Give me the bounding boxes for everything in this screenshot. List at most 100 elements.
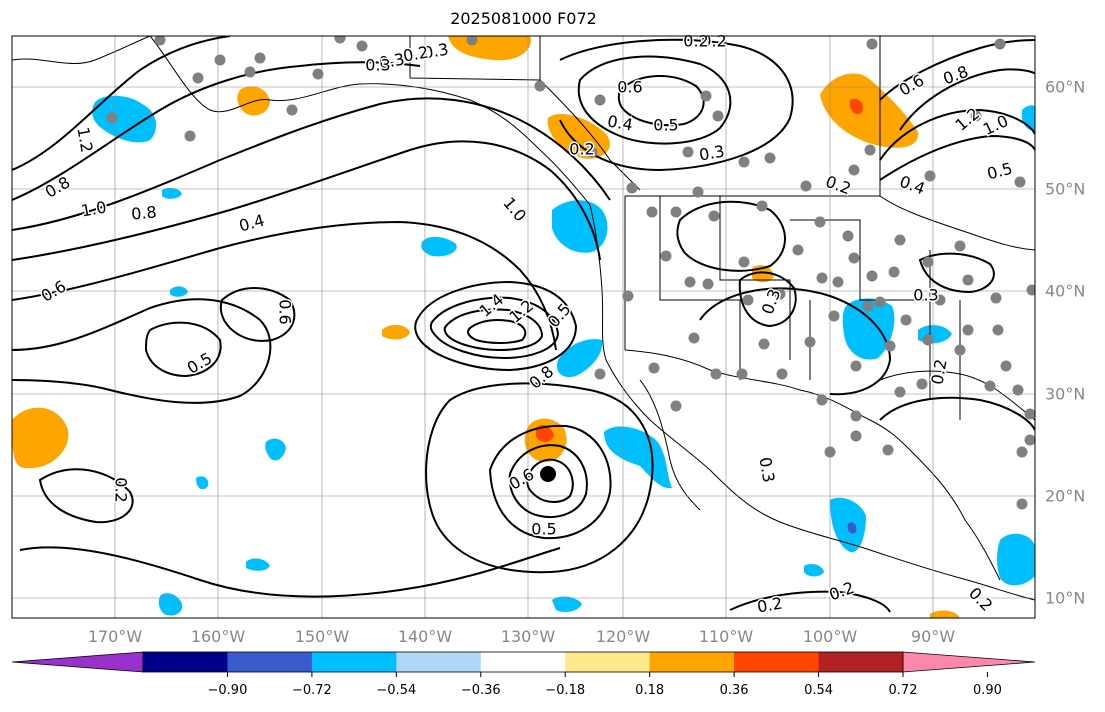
negative-anomaly xyxy=(158,593,183,616)
contour-label: 1.0 xyxy=(80,197,108,220)
station-dot xyxy=(758,338,770,350)
station-dot xyxy=(1000,360,1012,372)
station-dot xyxy=(1012,384,1024,396)
station-dot xyxy=(244,66,256,78)
station-dot xyxy=(738,256,750,268)
station-dot xyxy=(800,180,812,192)
colorbar xyxy=(11,651,1036,677)
station-dot xyxy=(984,380,996,392)
station-dot xyxy=(884,340,896,352)
station-dot xyxy=(994,38,1006,50)
colorbar-tick-label: −0.36 xyxy=(460,683,501,698)
negative-anomaly xyxy=(246,558,270,571)
contour-label: 0.6 xyxy=(617,78,642,97)
colorbar-segment xyxy=(818,652,904,672)
station-dots xyxy=(106,36,1035,510)
station-dot xyxy=(804,336,816,348)
station-dot xyxy=(1024,408,1035,420)
station-dot xyxy=(866,38,878,50)
negative-anomaly xyxy=(552,596,582,612)
colorbar-segment xyxy=(311,652,397,672)
station-dot xyxy=(312,68,324,80)
negative-anomaly xyxy=(421,236,457,257)
storm-center-marker xyxy=(540,466,556,482)
station-dot xyxy=(648,362,660,374)
contour-label: 0.2 xyxy=(112,477,131,502)
colorbar-segment xyxy=(734,652,820,672)
longitude-label: 120°W xyxy=(595,627,651,646)
contour-label: 0.3 xyxy=(365,56,390,75)
latitude-label: 10°N xyxy=(1045,588,1086,608)
station-dot xyxy=(660,250,672,262)
longitude-label: 100°W xyxy=(802,627,858,646)
longitude-label: 170°W xyxy=(87,627,143,646)
map-title: 2025081000 F072 xyxy=(450,9,597,28)
station-dot xyxy=(894,386,906,398)
station-dot xyxy=(828,310,840,322)
station-dot xyxy=(990,292,1002,304)
map-frame xyxy=(11,35,1036,619)
contour-label: 0.2 xyxy=(402,42,430,65)
station-dot xyxy=(738,156,750,168)
station-dot xyxy=(192,72,204,84)
negative-anomaly xyxy=(552,200,608,253)
station-dot xyxy=(670,206,682,218)
station-dot xyxy=(184,130,196,142)
positive-anomaly xyxy=(382,324,410,340)
colorbar-segment xyxy=(480,652,566,672)
coastlines xyxy=(12,36,1035,601)
station-dot xyxy=(154,36,166,46)
station-dot xyxy=(106,112,118,124)
station-dot xyxy=(534,80,546,92)
station-dot xyxy=(670,400,682,412)
station-dot xyxy=(586,146,598,158)
station-dot xyxy=(214,54,226,66)
positive-anomaly xyxy=(12,407,69,469)
station-dot xyxy=(466,36,478,46)
station-dot xyxy=(254,52,266,64)
station-dot xyxy=(708,210,720,222)
station-dot xyxy=(922,256,934,268)
station-dot xyxy=(900,314,912,326)
contour-label: 0.6 xyxy=(276,299,295,324)
positive-anomaly xyxy=(930,610,960,618)
station-dot xyxy=(832,276,844,288)
contour-labels: 0.20.3 0.20.60.4 0.50.30.20.20.6 0.81.21.00… xyxy=(36,30,1016,618)
colorbar-tick-label: −0.54 xyxy=(376,683,417,698)
colorbar-extend-max xyxy=(902,651,1036,673)
station-dot xyxy=(850,360,862,372)
station-dot xyxy=(894,234,906,246)
longitude-label: 130°W xyxy=(500,627,556,646)
station-dot xyxy=(776,368,788,380)
positive-anomaly xyxy=(849,98,864,115)
station-dot xyxy=(626,182,638,194)
contour-label: 0.2 xyxy=(927,358,950,386)
negative-anomaly xyxy=(842,298,895,360)
negative-anomaly xyxy=(997,533,1035,586)
negative-anomaly xyxy=(847,522,857,534)
longitude-label: 90°W xyxy=(910,627,956,646)
colorbar-tick-label: 0.18 xyxy=(635,683,665,698)
station-dot xyxy=(874,296,886,308)
contour-label: 0.3 xyxy=(698,141,726,164)
station-dot xyxy=(992,324,1004,336)
negative-anomaly xyxy=(92,95,157,143)
positive-anomaly xyxy=(820,73,919,148)
station-dot xyxy=(970,110,982,122)
station-dot xyxy=(864,144,876,156)
colorbar-segment xyxy=(396,652,482,672)
station-dot xyxy=(1014,176,1026,188)
station-dot xyxy=(692,186,704,198)
contour-label: 0.2 xyxy=(569,140,594,159)
longitude-label: 140°W xyxy=(397,627,453,646)
station-dot xyxy=(888,266,900,278)
station-dot xyxy=(850,410,862,422)
station-dot xyxy=(356,40,368,52)
contour-label: 0.2 xyxy=(683,32,708,51)
station-dot xyxy=(866,270,878,282)
latitude-label: 50°N xyxy=(1045,179,1086,199)
station-dot xyxy=(848,252,860,264)
station-dot xyxy=(646,206,658,218)
station-dot xyxy=(962,274,974,286)
station-dot xyxy=(702,278,714,290)
